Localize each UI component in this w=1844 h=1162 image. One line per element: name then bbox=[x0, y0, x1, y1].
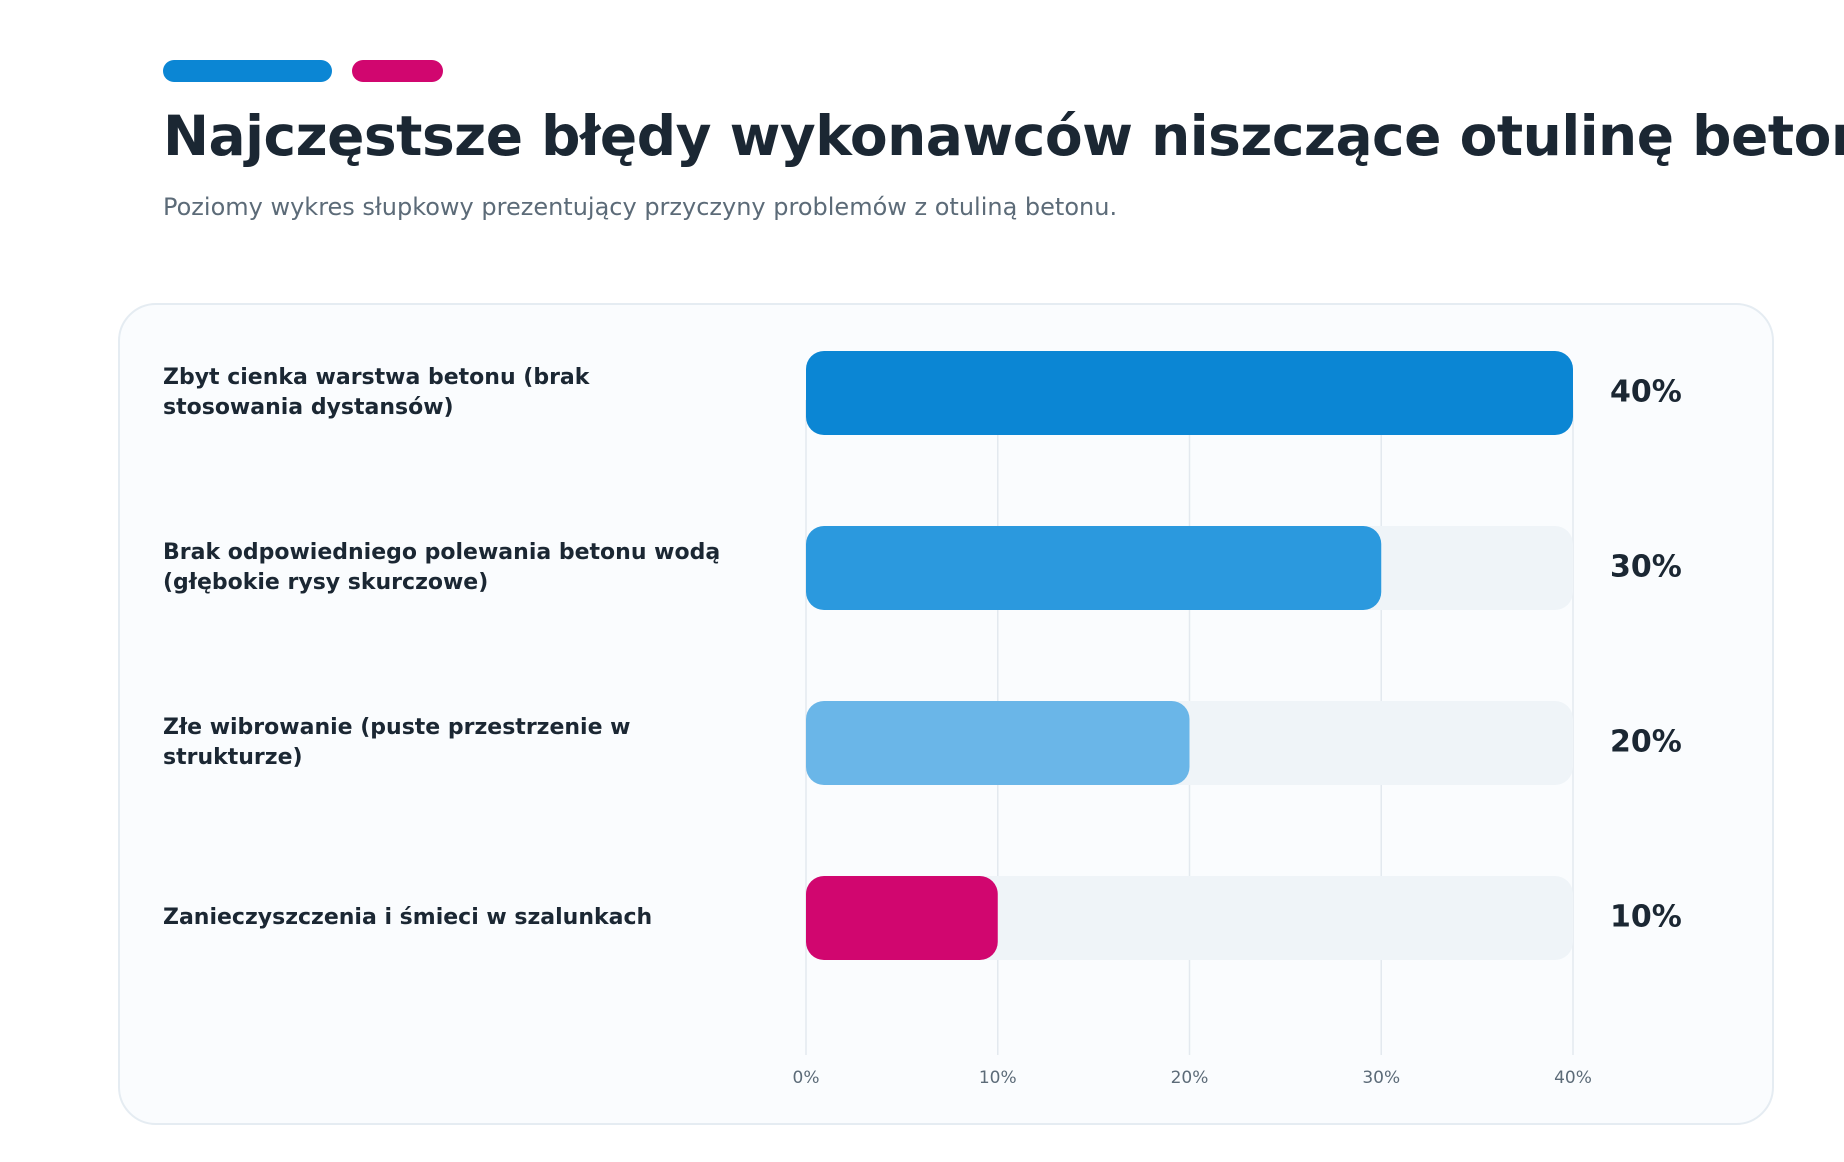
category-label: Zbyt cienka warstwa betonu (brak stosowan… bbox=[163, 365, 591, 420]
category-label: Złe wibrowanie (puste przestrzenie w stru… bbox=[163, 715, 631, 770]
data-label: 30% bbox=[1610, 550, 1682, 585]
category-label: Brak odpowiedniego polewania betonu wodą… bbox=[163, 540, 720, 595]
accent-bar-pink bbox=[352, 60, 443, 82]
data-label: 40% bbox=[1610, 375, 1682, 410]
data-label: 20% bbox=[1610, 725, 1682, 760]
bar bbox=[806, 351, 1573, 435]
bar bbox=[806, 701, 1190, 785]
accent-bar-blue bbox=[163, 60, 332, 82]
page-subtitle: Poziomy wykres słupkowy prezentujący prz… bbox=[163, 193, 1118, 221]
page-title: Najczęstsze błędy wykonawców niszczące o… bbox=[163, 104, 1844, 168]
x-tick-label: 30% bbox=[1362, 1068, 1400, 1088]
x-tick-label: 20% bbox=[1171, 1068, 1209, 1088]
x-tick-label: 0% bbox=[793, 1068, 820, 1088]
bar bbox=[806, 526, 1382, 610]
bar bbox=[806, 876, 998, 960]
x-tick-label: 10% bbox=[979, 1068, 1017, 1088]
category-label: Zanieczyszczenia i śmieci w szalunkach bbox=[163, 905, 652, 930]
x-tick-label: 40% bbox=[1554, 1068, 1592, 1088]
data-label: 10% bbox=[1610, 900, 1682, 935]
